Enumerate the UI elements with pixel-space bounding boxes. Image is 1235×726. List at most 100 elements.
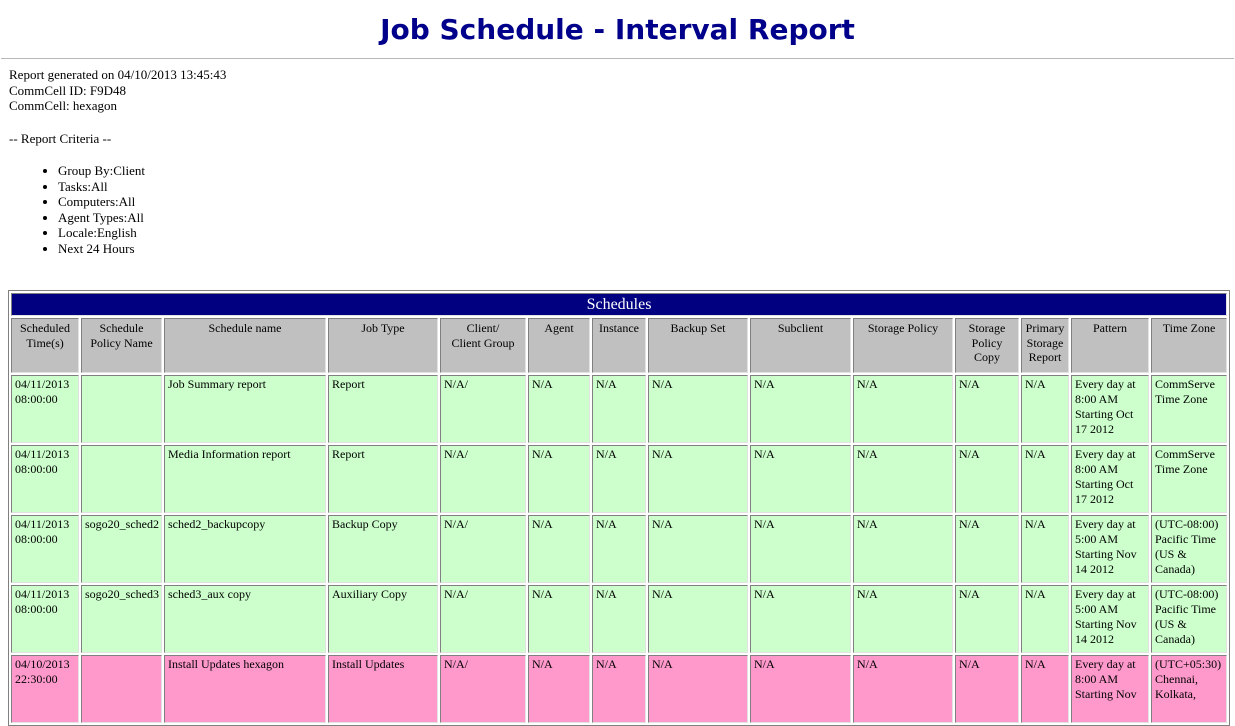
- table-cell: N/A/: [440, 375, 526, 443]
- table-cell: N/A: [853, 445, 953, 513]
- criteria-item: Group By:Client: [58, 163, 1235, 179]
- table-cell: Backup Copy: [328, 515, 438, 583]
- table-cell: Report: [328, 375, 438, 443]
- criteria-item: Locale:English: [58, 225, 1235, 241]
- table-cell: Every day at 8:00 AM Starting Oct 17 201…: [1071, 375, 1149, 443]
- table-cell: 04/11/2013 08:00:00: [11, 375, 79, 443]
- table-cell: 04/10/2013 22:30:00: [11, 655, 79, 723]
- column-header: Agent: [528, 318, 590, 373]
- table-cell: 04/11/2013 08:00:00: [11, 445, 79, 513]
- table-cell: N/A: [750, 515, 851, 583]
- table-cell: N/A: [853, 655, 953, 723]
- table-cell: [81, 375, 162, 443]
- schedule-row: 04/11/2013 08:00:00 sogo20_sched2 sched2_b…: [11, 515, 1227, 583]
- table-cell: N/A: [750, 655, 851, 723]
- table-cell: N/A: [853, 375, 953, 443]
- table-cell: 04/11/2013 08:00:00: [11, 515, 79, 583]
- table-cell: sched2_backupcopy: [164, 515, 326, 583]
- table-cell: N/A: [853, 515, 953, 583]
- table-cell: N/A: [1021, 585, 1069, 653]
- table-cell: 04/11/2013 08:00:00: [11, 585, 79, 653]
- report-meta: Report generated on 04/10/2013 13:45:43 …: [9, 67, 1235, 114]
- column-header: Storage Policy Copy: [955, 318, 1019, 373]
- table-cell: N/A: [648, 445, 748, 513]
- criteria-item: Next 24 Hours: [58, 241, 1235, 257]
- criteria-heading: -- Report Criteria --: [9, 130, 112, 146]
- table-cell: N/A: [955, 585, 1019, 653]
- column-header: Subclient: [750, 318, 851, 373]
- report-page: Job Schedule - Interval Report Report ge…: [0, 12, 1235, 726]
- criteria-item: Tasks:All: [58, 179, 1235, 195]
- table-cell: N/A: [592, 445, 646, 513]
- table-cell: N/A: [750, 445, 851, 513]
- table-cell: CommServe Time Zone: [1151, 375, 1227, 443]
- table-cell: N/A: [592, 515, 646, 583]
- table-title: Schedules: [11, 293, 1227, 316]
- table-cell: N/A: [592, 655, 646, 723]
- table-cell: Media Information report: [164, 445, 326, 513]
- table-cell: Every day at 8:00 AM Starting Nov: [1071, 655, 1149, 723]
- column-header: Client/ Client Group: [440, 318, 526, 373]
- page-title: Job Schedule - Interval Report: [380, 13, 855, 46]
- table-cell: N/A: [648, 515, 748, 583]
- column-header: Scheduled Time(s): [11, 318, 79, 373]
- table-cell: N/A: [1021, 375, 1069, 443]
- column-header: Time Zone: [1151, 318, 1227, 373]
- table-cell: N/A: [750, 585, 851, 653]
- table-title-row: Schedules: [11, 293, 1227, 316]
- column-header: Instance: [592, 318, 646, 373]
- table-cell: N/A: [853, 585, 953, 653]
- criteria-item: Agent Types:All: [58, 210, 1235, 226]
- table-cell: N/A/: [440, 515, 526, 583]
- table-cell: N/A/: [440, 445, 526, 513]
- table-cell: sogo20_sched2: [81, 515, 162, 583]
- table-cell: N/A: [528, 515, 590, 583]
- criteria-item: Computers:All: [58, 194, 1235, 210]
- table-cell: (UTC+05:30) Chennai, Kolkata,: [1151, 655, 1227, 723]
- column-header: Storage Policy: [853, 318, 953, 373]
- table-cell: (UTC-08:00) Pacific Time (US & Canada): [1151, 585, 1227, 653]
- table-cell: N/A: [955, 375, 1019, 443]
- table-cell: CommServe Time Zone: [1151, 445, 1227, 513]
- column-header: Pattern: [1071, 318, 1149, 373]
- commcell-name-line: CommCell: hexagon: [9, 98, 117, 113]
- table-cell: N/A: [750, 375, 851, 443]
- table-cell: N/A: [648, 655, 748, 723]
- table-cell: Every day at 8:00 AM Starting Oct 17 201…: [1071, 445, 1149, 513]
- table-cell: Auxiliary Copy: [328, 585, 438, 653]
- table-cell: N/A: [528, 655, 590, 723]
- column-header: Schedule Policy Name: [81, 318, 162, 373]
- table-cell: N/A: [955, 655, 1019, 723]
- criteria-list: Group By:ClientTasks:AllComputers:AllAge…: [10, 163, 1235, 256]
- column-header: Primary Storage Report: [1021, 318, 1069, 373]
- commcell-id-line: CommCell ID: F9D48: [9, 82, 127, 98]
- schedules-table: Schedules Scheduled Time(s) Schedule Poli…: [8, 290, 1230, 726]
- table-cell: N/A: [955, 445, 1019, 513]
- table-cell: sogo20_sched3: [81, 585, 162, 653]
- schedules-table-body: 04/11/2013 08:00:00 Job Summary report Rep…: [11, 375, 1227, 723]
- table-cell: [81, 445, 162, 513]
- table-cell: Every day at 5:00 AM Starting Nov 14 201…: [1071, 515, 1149, 583]
- schedule-row: 04/10/2013 22:30:00 Install Updates hexag…: [11, 655, 1227, 723]
- table-cell: N/A: [528, 375, 590, 443]
- table-cell: N/A: [955, 515, 1019, 583]
- table-cell: N/A/: [440, 585, 526, 653]
- schedule-row: 04/11/2013 08:00:00 Job Summary report Rep…: [11, 375, 1227, 443]
- schedule-row: 04/11/2013 08:00:00 sogo20_sched3 sched3_a…: [11, 585, 1227, 653]
- title-divider: [1, 58, 1234, 59]
- table-cell: N/A: [528, 585, 590, 653]
- column-header: Backup Set: [648, 318, 748, 373]
- table-cell: (UTC-08:00) Pacific Time (US & Canada): [1151, 515, 1227, 583]
- schedule-row: 04/11/2013 08:00:00 Media Information rep…: [11, 445, 1227, 513]
- table-cell: N/A: [592, 585, 646, 653]
- column-header: Job Type: [328, 318, 438, 373]
- table-cell: [81, 655, 162, 723]
- table-cell: Report: [328, 445, 438, 513]
- table-cell: N/A: [528, 445, 590, 513]
- table-cell: N/A: [648, 375, 748, 443]
- table-cell: Install Updates: [328, 655, 438, 723]
- table-cell: N/A: [1021, 515, 1069, 583]
- table-cell: Install Updates hexagon: [164, 655, 326, 723]
- table-cell: N/A: [1021, 445, 1069, 513]
- column-header-row: Scheduled Time(s) Schedule Policy Name Sch…: [11, 318, 1227, 373]
